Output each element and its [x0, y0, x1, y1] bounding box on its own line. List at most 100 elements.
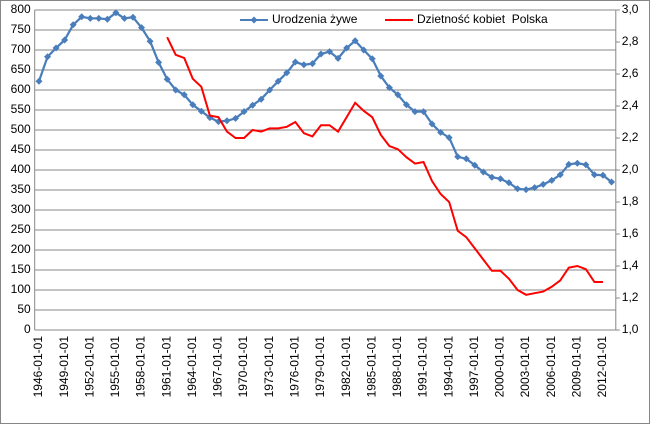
x-tick-label: 1979-01-01	[313, 336, 327, 398]
series-marker	[360, 46, 368, 54]
y-tick-label: 450	[11, 142, 31, 156]
series-marker	[377, 72, 385, 80]
y2-tick-label: 2,8	[622, 34, 639, 48]
series-marker	[240, 108, 248, 116]
series-marker	[334, 54, 342, 62]
x-tick-label: 1985-01-01	[364, 336, 378, 398]
x-tick-label: 2003-01-01	[518, 336, 532, 398]
x-tick-label: 2012-01-01	[595, 336, 609, 398]
series-marker	[531, 184, 539, 192]
y2-tick-label: 2,2	[622, 130, 639, 144]
series-marker	[582, 161, 590, 169]
y-tick-label: 700	[11, 42, 31, 56]
x-tick-label: 1949-01-01	[57, 336, 71, 398]
series-marker	[326, 48, 334, 56]
series-marker	[138, 24, 146, 32]
legend-label: Dzietność kobiet Polska	[417, 12, 548, 26]
series-marker	[437, 128, 445, 136]
series-marker	[565, 160, 573, 168]
series-marker	[539, 180, 547, 188]
y-tick-label: 650	[11, 62, 31, 76]
series-marker	[163, 75, 171, 83]
y2-tick-label: 1,8	[622, 194, 639, 208]
series-marker	[155, 58, 163, 66]
y2-tick-label: 2,4	[622, 98, 639, 112]
x-tick-label: 2009-01-01	[570, 336, 584, 398]
x-tick-label: 1991-01-01	[416, 336, 430, 398]
series-marker	[548, 176, 556, 184]
series-marker	[402, 101, 410, 109]
x-tick-label: 1961-01-01	[159, 336, 173, 398]
series-marker	[514, 185, 522, 193]
x-tick-label: 1964-01-01	[185, 336, 199, 398]
series-marker	[496, 175, 504, 183]
y2-tick-label: 2,0	[622, 162, 639, 176]
series-marker	[454, 153, 462, 161]
x-tick-label: 1982-01-01	[339, 336, 353, 398]
y2-tick-label: 1,4	[622, 258, 639, 272]
series-marker	[189, 101, 197, 109]
series-marker	[368, 55, 376, 63]
series-marker	[69, 21, 77, 29]
series-marker	[300, 61, 308, 69]
y-tick-label: 750	[11, 22, 31, 36]
y2-tick-label: 1,2	[622, 290, 639, 304]
x-tick-label: 1973-01-01	[262, 336, 276, 398]
series-marker	[95, 14, 103, 22]
x-tick-label: 2000-01-01	[493, 336, 507, 398]
x-tick-label: 1952-01-01	[82, 336, 96, 398]
series-marker	[197, 107, 205, 115]
y-tick-label: 550	[11, 102, 31, 116]
series-marker	[291, 58, 299, 66]
series-marker	[86, 14, 94, 22]
y-tick-label: 50	[17, 302, 31, 316]
series-marker	[61, 36, 69, 44]
series-marker	[522, 186, 530, 194]
x-tick-label: 1955-01-01	[108, 336, 122, 398]
x-tick-label: 1958-01-01	[134, 336, 148, 398]
series-marker	[274, 77, 282, 85]
y-tick-label: 200	[11, 242, 31, 256]
series-marker	[112, 9, 120, 17]
series-marker	[462, 155, 470, 163]
y-tick-label: 350	[11, 182, 31, 196]
series-marker	[78, 13, 86, 21]
series-marker	[249, 101, 257, 109]
series-line	[166, 36, 603, 296]
series-marker	[385, 84, 393, 92]
legend-marker	[250, 16, 258, 24]
y-tick-label: 0	[24, 322, 31, 336]
y2-tick-label: 2,6	[622, 66, 639, 80]
series-marker	[505, 179, 513, 187]
series-marker	[428, 120, 436, 128]
x-tick-label: 1997-01-01	[467, 336, 481, 398]
series-marker	[479, 168, 487, 176]
series-marker	[471, 161, 479, 169]
series-marker	[172, 86, 180, 94]
x-tick-label: 1967-01-01	[211, 336, 225, 398]
y-tick-label: 600	[11, 82, 31, 96]
x-tick-label: 1976-01-01	[288, 336, 302, 398]
series-marker	[223, 117, 231, 125]
y-tick-label: 100	[11, 282, 31, 296]
x-tick-label: 1988-01-01	[390, 336, 404, 398]
y-tick-label: 400	[11, 162, 31, 176]
legend-label: Urodzenia żywe	[272, 12, 358, 26]
series-marker	[308, 60, 316, 68]
series-marker	[411, 108, 419, 116]
y-tick-label: 800	[11, 2, 31, 16]
series-marker	[120, 14, 128, 22]
series-marker	[343, 44, 351, 52]
y-tick-label: 250	[11, 222, 31, 236]
series-marker	[488, 173, 496, 181]
y2-tick-label: 3,0	[622, 2, 639, 16]
series-marker	[103, 15, 111, 23]
series-marker	[257, 95, 265, 103]
series-marker	[590, 171, 598, 179]
series-marker	[266, 86, 274, 94]
series-marker	[129, 13, 137, 21]
series-marker	[420, 108, 428, 116]
y2-tick-label: 1,6	[622, 226, 639, 240]
